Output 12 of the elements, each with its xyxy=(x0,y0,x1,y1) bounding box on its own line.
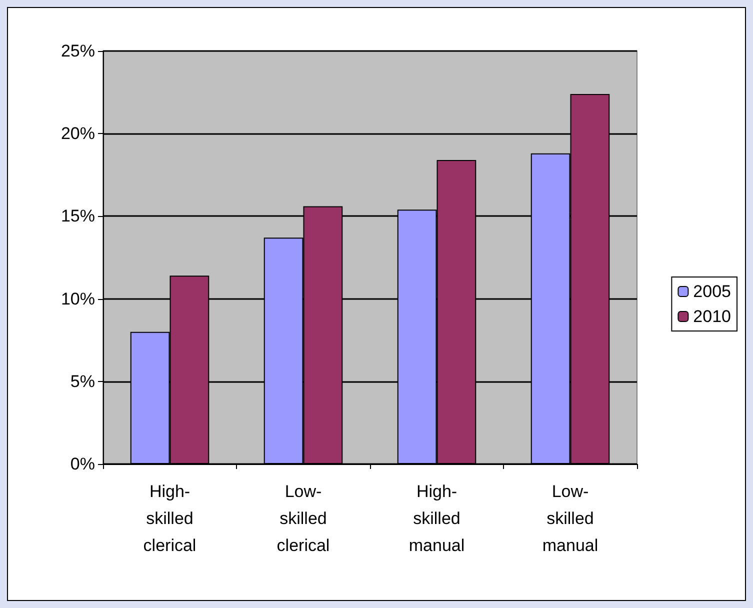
x-tick-label: Low-skilled manual xyxy=(542,482,598,555)
x-tick-label: Low-skilled clerical xyxy=(276,482,330,555)
y-tick-label: 10% xyxy=(60,289,95,308)
y-tick-label: 0% xyxy=(70,454,95,474)
legend-label: 2010 xyxy=(693,307,732,326)
x-tick-label: High-skilled clerical xyxy=(143,482,196,555)
y-tick-label: 15% xyxy=(60,206,95,226)
legend-label: 2005 xyxy=(693,282,732,301)
y-tick-label: 25% xyxy=(60,42,95,60)
y-tick-label: 20% xyxy=(60,124,95,144)
x-tick-label: High-skilled manual xyxy=(408,482,465,555)
y-tick-label: 5% xyxy=(70,372,95,391)
